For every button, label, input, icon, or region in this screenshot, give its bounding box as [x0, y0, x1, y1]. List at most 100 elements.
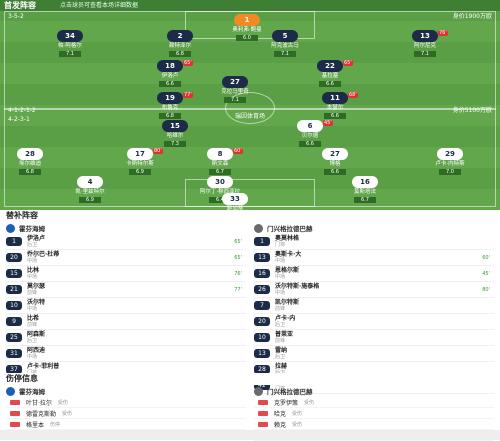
sub-number: 1 — [6, 237, 22, 246]
sub-row[interactable]: 1 伊洛卢 后卫 65' — [6, 234, 246, 250]
home-player[interactable]: 19 布鲁克 6.8 77' — [140, 92, 200, 119]
sub-row[interactable]: 10 普莱亚 前锋 — [254, 330, 494, 346]
player-name: 赖特泽尔 — [168, 43, 191, 49]
sub-number: 10 — [254, 333, 270, 342]
injury-player-name: 德雷克斯勒 — [26, 410, 57, 418]
sub-name: 普莱亚 — [275, 330, 294, 338]
sub-row[interactable]: 20 卢卡·内 后卫 — [254, 314, 494, 330]
player-rating: 6.0 — [236, 35, 258, 41]
injury-status: 受伤 — [292, 421, 303, 428]
home-player[interactable]: 22 基拉塞 6.6 65' — [300, 60, 360, 87]
injury-icon — [10, 421, 20, 427]
player-name: 基拉塞 — [321, 73, 339, 79]
away-player[interactable]: 16 莫斯塔法 6.7 — [335, 176, 395, 203]
sub-in-time: 45' — [482, 270, 490, 277]
sub-row[interactable]: 9 比希 前锋 — [6, 314, 246, 330]
sub-row[interactable]: 26 沃尔特斯·施泰格 中场 80' — [254, 282, 494, 298]
injury-icon — [258, 421, 268, 427]
sub-name: 奥斯卡·大 — [275, 250, 302, 258]
sub-name: 伊洛卢 — [27, 234, 46, 242]
away-player[interactable]: 17 卡斯特尔斯 6.9 80' — [110, 148, 170, 175]
sub-number: 25 — [6, 333, 22, 342]
injury-icon — [258, 410, 268, 416]
player-rating: 7.0 — [439, 169, 461, 175]
home-player[interactable]: 15 哈维尔 7.3 — [145, 120, 205, 147]
sub-row[interactable]: 7 凯尔特斯 前锋 — [254, 298, 494, 314]
sub-number: 20 — [254, 317, 270, 326]
sub-info: 沃尔特 中场 — [27, 299, 45, 313]
sub-position: 前锋 — [27, 321, 38, 328]
sub-row[interactable]: 31 阿西迪 中场 — [6, 346, 246, 362]
sub-row[interactable]: 20 乔尔巴·杜蒂 中场 65' — [6, 250, 246, 266]
player-name: 阿尔尼克 — [413, 43, 436, 49]
sub-position: 后卫 — [275, 353, 286, 360]
sub-row[interactable]: 21 莫尔瑟 前锋 77' — [6, 282, 246, 298]
sub-info: 阿西迪 中场 — [27, 347, 45, 361]
injury-status: 受伤 — [57, 399, 68, 406]
home-player[interactable]: 34 帕·阿格尔 7.1 — [40, 30, 100, 57]
away-subs: 门兴格拉德巴赫 1 奥莫林格 门将 13 奥斯卡·大 中场 60' 16 恩格尔斯 中场 45' 26… — [254, 222, 494, 394]
home-player[interactable]: 13 阿尔尼克 7.1 76' — [395, 30, 455, 57]
player-number: 29 — [437, 148, 463, 160]
away-player[interactable]: 29 卢卡·内特斯 7.0 — [420, 148, 480, 175]
sub-info: 伊洛卢 后卫 — [27, 235, 45, 249]
home-formation-top: 3-5-2 — [8, 13, 24, 20]
home-player[interactable]: 5 阿克波古马 7.1 — [255, 30, 315, 57]
injury-status: 伤停 — [50, 421, 61, 428]
sub-number: 37 — [6, 365, 22, 374]
sub-row[interactable]: 10 沃尔特 中场 — [6, 298, 246, 314]
away-player[interactable]: 6 贝尔德 6.6 45' — [280, 120, 340, 147]
sub-number: 9 — [6, 317, 22, 326]
player-name: 贝尔德 — [301, 133, 319, 139]
player-number: 17 — [127, 148, 153, 160]
sub-row[interactable]: 13 奥斯卡·大 中场 60' — [254, 250, 494, 266]
player-number: 16 — [352, 176, 378, 188]
substitution-time: 80' — [153, 148, 163, 154]
sub-info: 莫尔瑟 前锋 — [27, 283, 45, 297]
home-player[interactable]: 18 伊洛卢 6.6 65' — [140, 60, 200, 87]
injury-row[interactable]: 德雷克斯勒 受伤 — [6, 408, 246, 419]
sub-position: 后卫 — [27, 337, 38, 344]
player-name: 埃尔维迪 — [18, 161, 41, 167]
player-name: 阿克波古马 — [271, 43, 299, 49]
sub-row[interactable]: 16 恩格尔斯 中场 45' — [254, 266, 494, 282]
home-team-name: 霍芬海姆 — [19, 225, 45, 233]
sub-in-time: 60' — [482, 254, 490, 261]
sub-row[interactable]: 13 雷纳 后卫 — [254, 346, 494, 362]
injury-icon — [258, 399, 268, 405]
player-number: 13 — [412, 30, 438, 42]
home-player[interactable]: 11 本瑟尔 6.6 68' — [305, 92, 365, 119]
sub-row[interactable]: 1 奥莫林格 门将 — [254, 234, 494, 250]
sub-row[interactable]: 25 阿森斯 后卫 — [6, 330, 246, 346]
player-name: 帕·阿格尔 — [58, 43, 82, 49]
sub-in-time: 80' — [482, 286, 490, 293]
injury-row[interactable]: 克罗伊策 受伤 — [254, 397, 494, 408]
injury-row[interactable]: 赖克 受伤 — [254, 419, 494, 430]
injury-row[interactable]: 格里本 伤停 — [6, 419, 246, 430]
home-player[interactable]: 2 赖特泽尔 6.8 — [150, 30, 210, 57]
home-injury-team: 霍芬海姆 — [19, 388, 45, 396]
home-subs: 霍芬海姆 1 伊洛卢 后卫 65' 20 乔尔巴·杜蒂 中场 65' 15 比林 中场 76' 21 莫尔… — [6, 222, 246, 378]
sub-name: 凯尔特斯 — [275, 298, 300, 306]
injury-row[interactable]: 哈克 受伤 — [254, 408, 494, 419]
injury-row[interactable]: 叶甘·拉尔 受伤 — [6, 397, 246, 408]
sub-position: 前锋 — [275, 305, 286, 312]
away-player[interactable]: 33鲍加蒂6.1 — [205, 193, 265, 210]
sub-name: 拉赫 — [275, 362, 288, 370]
away-player[interactable]: 30 阿尔丁·穆西亚拉 6.4 — [190, 176, 250, 203]
away-player[interactable]: 8 斯文森 6.7 60' — [190, 148, 250, 175]
player-name: 莫斯塔法 — [353, 189, 376, 195]
away-injury-logo-icon — [254, 386, 263, 396]
substitution-time: 65' — [343, 60, 353, 66]
sub-name: 莫尔瑟 — [27, 282, 46, 290]
sub-name: 恩格尔斯 — [275, 266, 300, 274]
sub-row[interactable]: 15 比林 中场 76' — [6, 266, 246, 282]
away-player[interactable]: 28 埃尔维迪 6.8 — [0, 148, 60, 175]
player-rating: 6.6 — [324, 113, 346, 119]
lineup-pitch: 首发阵容 点击球员可查看本场详细数据 3-5-2 身价1900万欧 4-1-2-… — [0, 0, 500, 210]
home-player[interactable]: 27 克拉马里奇 7.1 — [205, 76, 265, 103]
away-player[interactable]: 4 凯·里兹特尔 6.9 — [60, 176, 120, 203]
sub-position: 后卫 — [275, 321, 286, 328]
home-player[interactable]: 1 奥利弗·鲍曼 6.0 — [217, 14, 277, 41]
away-player[interactable]: 27 博格 6.6 — [305, 148, 365, 175]
